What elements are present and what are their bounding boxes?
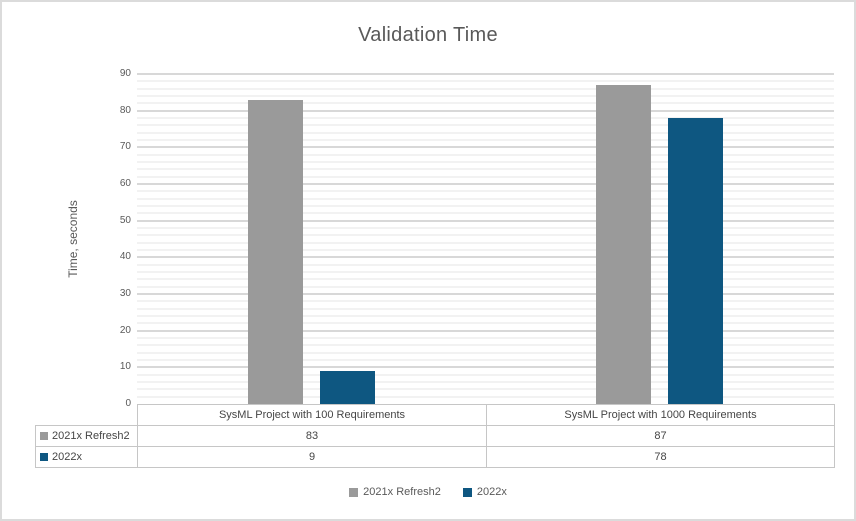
y-tick-label: 80 xyxy=(119,104,131,116)
minor-gridline xyxy=(137,124,834,127)
minor-gridline xyxy=(137,234,834,237)
minor-gridline xyxy=(137,307,834,310)
major-gridline xyxy=(137,366,834,369)
data-table-value-cell: 87 xyxy=(486,425,835,447)
data-table-value-cell: 78 xyxy=(486,446,835,468)
major-gridline xyxy=(137,73,834,75)
chart-title: Validation Time xyxy=(358,24,498,46)
minor-gridline xyxy=(137,131,834,134)
data-table-header-row: SysML Project with 100 Requirements SysM… xyxy=(36,404,835,426)
bar xyxy=(319,371,375,404)
series-key-icon xyxy=(40,453,48,461)
legend-item: 2021x Refresh2 xyxy=(349,486,441,498)
minor-gridline xyxy=(137,395,834,398)
minor-gridline xyxy=(137,322,834,325)
minor-gridline xyxy=(137,197,834,200)
minor-gridline xyxy=(137,351,834,354)
legend-swatch-icon xyxy=(462,487,472,497)
minor-gridline xyxy=(137,95,834,97)
y-axis-title: Time, seconds xyxy=(62,74,84,404)
minor-gridline xyxy=(137,373,834,376)
data-table-blank-cell xyxy=(36,405,138,426)
minor-gridline xyxy=(137,388,834,391)
bar xyxy=(668,118,724,404)
y-tick-label: 10 xyxy=(119,361,131,373)
y-tick-label: 20 xyxy=(119,324,131,336)
minor-gridline xyxy=(137,175,834,178)
major-gridline xyxy=(137,256,834,259)
minor-gridline xyxy=(137,168,834,171)
minor-gridline xyxy=(137,381,834,383)
major-gridline xyxy=(137,329,834,332)
major-gridline xyxy=(137,146,834,149)
data-table: SysML Project with 100 Requirements SysM… xyxy=(35,404,835,468)
minor-gridline xyxy=(137,315,834,317)
major-gridline xyxy=(137,219,834,222)
legend-item: 2022x xyxy=(462,486,507,498)
minor-gridline xyxy=(137,161,834,163)
data-table-category-header: SysML Project with 100 Requirements xyxy=(137,404,487,426)
major-gridline xyxy=(137,293,834,295)
y-tick-label: 0 xyxy=(125,398,131,409)
y-tick-label: 60 xyxy=(119,178,131,189)
data-table-category-header: SysML Project with 1000 Requirements xyxy=(486,404,835,426)
minor-gridline xyxy=(137,241,834,244)
minor-gridline xyxy=(137,337,834,339)
data-table-series-label: 2022x xyxy=(35,446,138,468)
minor-gridline xyxy=(137,263,834,266)
y-tick-label: 70 xyxy=(119,141,131,153)
minor-gridline xyxy=(137,227,834,229)
y-tick-label: 90 xyxy=(119,68,131,79)
minor-gridline xyxy=(137,80,834,83)
minor-gridline xyxy=(137,285,834,288)
legend-label: 2021x Refresh2 xyxy=(363,486,441,498)
y-tick-label: 40 xyxy=(119,251,131,263)
minor-gridline xyxy=(137,102,834,105)
data-table-value-cell: 9 xyxy=(137,446,487,468)
minor-gridline xyxy=(137,205,834,207)
data-table-value-cell: 83 xyxy=(137,425,487,447)
bar-group xyxy=(486,74,835,404)
y-tick-label: 30 xyxy=(119,288,131,299)
legend-swatch-icon xyxy=(349,487,359,497)
major-gridline xyxy=(137,109,834,112)
minor-gridline xyxy=(137,139,834,141)
data-table-row: 2021x Refresh2 83 87 xyxy=(35,425,835,447)
bar-group xyxy=(137,74,486,404)
data-table-series-label: 2021x Refresh2 xyxy=(35,425,138,447)
bar xyxy=(247,99,303,404)
legend-label: 2022x xyxy=(476,486,507,498)
minor-gridline xyxy=(137,278,834,281)
data-table-row: 2022x 9 78 xyxy=(35,446,835,468)
series-key-icon xyxy=(40,432,48,440)
minor-gridline xyxy=(137,190,834,193)
minor-gridline xyxy=(137,87,834,90)
minor-gridline xyxy=(137,359,834,361)
minor-gridline xyxy=(137,117,834,119)
bar xyxy=(596,85,652,404)
minor-gridline xyxy=(137,344,834,347)
major-gridline xyxy=(137,183,834,185)
y-axis-title-label: Time, seconds xyxy=(66,200,80,278)
minor-gridline xyxy=(137,300,834,303)
plot-area xyxy=(137,73,835,404)
y-tick-label: 50 xyxy=(119,214,131,226)
minor-gridline xyxy=(137,212,834,215)
minor-gridline xyxy=(137,249,834,251)
legend: 2021x Refresh2 2022x xyxy=(2,486,854,498)
minor-gridline xyxy=(137,153,834,156)
y-axis-tick-labels: 0 10 20 30 40 50 60 70 80 90 xyxy=(95,68,131,409)
minor-gridline xyxy=(137,271,834,273)
